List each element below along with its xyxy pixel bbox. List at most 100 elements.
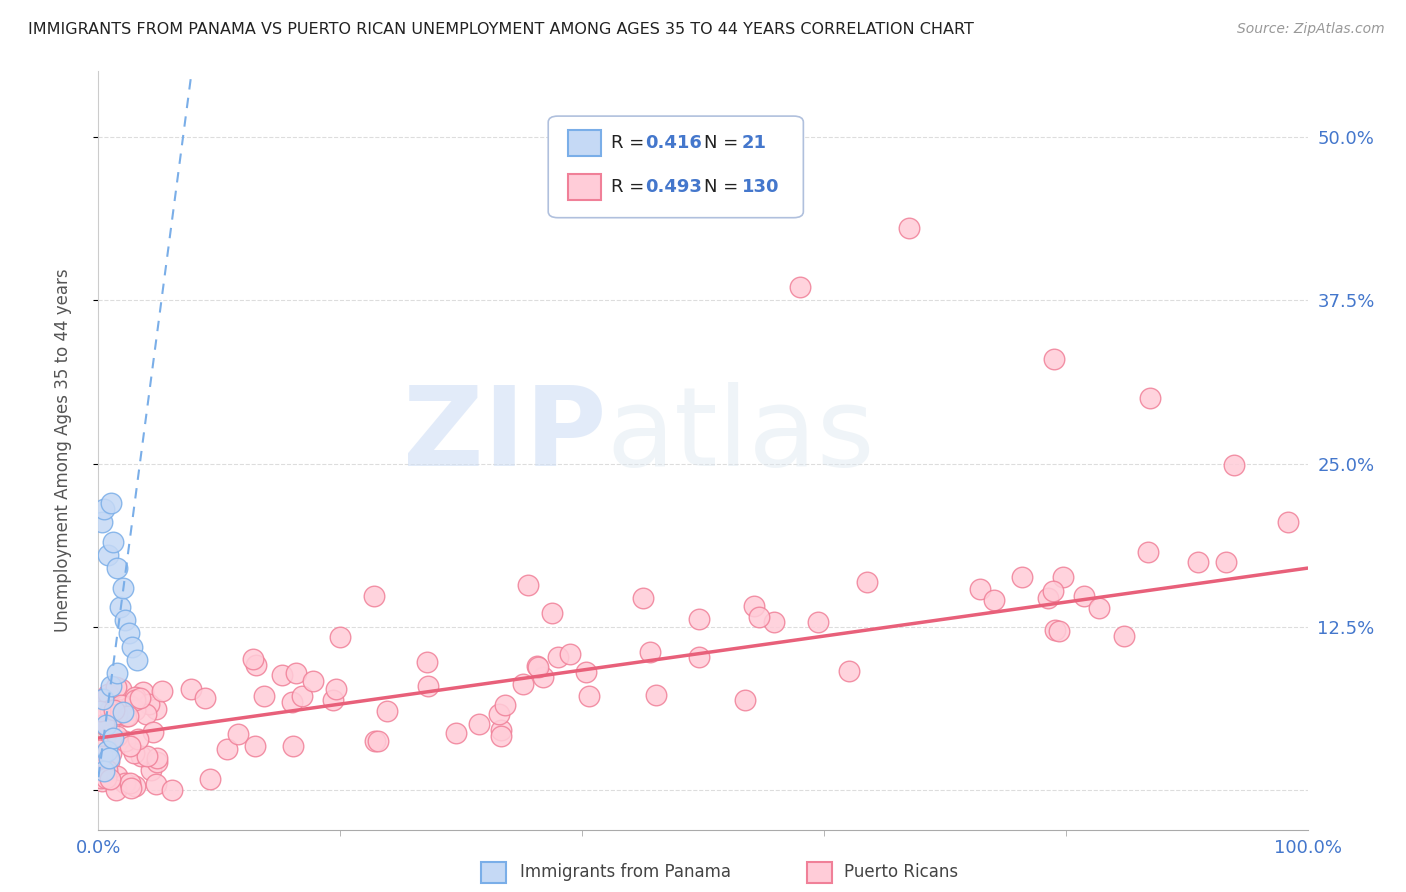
Point xyxy=(1277,515,1299,529)
Point xyxy=(93,716,115,731)
Point xyxy=(489,729,512,743)
Point xyxy=(283,739,305,753)
Text: N =: N = xyxy=(704,178,744,195)
Point xyxy=(100,703,122,717)
Point xyxy=(363,589,385,603)
Text: 21: 21 xyxy=(742,135,766,153)
Point xyxy=(105,561,128,575)
Point xyxy=(1042,583,1064,598)
Point xyxy=(89,742,111,756)
Point xyxy=(124,702,146,716)
Point xyxy=(198,772,221,786)
Point xyxy=(1052,570,1074,584)
Text: R =: R = xyxy=(612,178,650,195)
Text: IMMIGRANTS FROM PANAMA VS PUERTO RICAN UNEMPLOYMENT AMONG AGES 35 TO 44 YEARS CO: IMMIGRANTS FROM PANAMA VS PUERTO RICAN U… xyxy=(28,22,974,37)
Text: 0.416: 0.416 xyxy=(645,135,702,153)
Point xyxy=(467,717,489,731)
Point xyxy=(101,535,124,549)
Point xyxy=(127,731,149,746)
Point xyxy=(1223,458,1246,473)
Point xyxy=(146,751,169,765)
Point xyxy=(91,691,114,706)
Point xyxy=(541,606,564,620)
Point xyxy=(98,726,121,740)
Y-axis label: Unemployment Among Ages 35 to 44 years: Unemployment Among Ages 35 to 44 years xyxy=(53,268,72,632)
Point xyxy=(114,775,136,789)
Point xyxy=(115,709,138,723)
Point xyxy=(1073,589,1095,603)
Text: ZIP: ZIP xyxy=(404,382,606,489)
Point xyxy=(96,744,118,758)
Point xyxy=(118,775,141,789)
Point xyxy=(90,774,112,789)
Point xyxy=(194,690,217,705)
Text: atlas: atlas xyxy=(606,382,875,489)
Point xyxy=(1036,591,1059,605)
Point xyxy=(531,670,554,684)
FancyBboxPatch shape xyxy=(568,130,602,156)
FancyBboxPatch shape xyxy=(548,116,803,218)
Point xyxy=(111,581,134,595)
Point xyxy=(897,221,920,235)
Point xyxy=(284,666,307,681)
Point xyxy=(108,600,131,615)
Point xyxy=(375,704,398,718)
Point xyxy=(139,763,162,777)
Point xyxy=(1087,601,1109,615)
Point xyxy=(688,612,710,626)
Point xyxy=(127,652,149,666)
Point xyxy=(446,726,468,740)
Point xyxy=(688,650,710,665)
Point xyxy=(488,707,510,722)
Point xyxy=(245,739,267,753)
Point xyxy=(367,733,389,747)
Point xyxy=(578,690,600,704)
Point xyxy=(105,769,128,783)
Point xyxy=(325,682,347,697)
Point xyxy=(124,693,146,707)
Point xyxy=(100,746,122,760)
Point xyxy=(150,683,173,698)
Point xyxy=(560,647,582,661)
Point xyxy=(146,755,169,769)
Point xyxy=(103,703,125,717)
Point xyxy=(1047,624,1070,639)
Point xyxy=(245,657,267,672)
Point xyxy=(527,660,550,674)
Point xyxy=(131,685,153,699)
Point xyxy=(98,754,121,768)
Point xyxy=(1043,624,1066,638)
Point xyxy=(120,699,142,714)
Point xyxy=(118,739,141,753)
Point xyxy=(329,630,352,644)
Point xyxy=(734,693,756,707)
Point xyxy=(105,706,128,721)
Point xyxy=(98,772,121,786)
Point xyxy=(1187,555,1209,569)
Point xyxy=(301,673,323,688)
Point xyxy=(93,502,115,516)
Point xyxy=(644,688,666,702)
Point xyxy=(91,516,114,530)
Text: N =: N = xyxy=(704,135,744,153)
Point xyxy=(114,614,136,628)
Point xyxy=(416,656,439,670)
Point xyxy=(105,665,128,680)
Point xyxy=(1042,351,1064,366)
Text: Immigrants from Panama: Immigrants from Panama xyxy=(520,863,731,881)
Text: Puerto Ricans: Puerto Ricans xyxy=(844,863,957,881)
Point xyxy=(121,780,143,795)
Point xyxy=(418,679,440,693)
Text: 0.493: 0.493 xyxy=(645,178,702,195)
Point xyxy=(97,548,120,562)
Point xyxy=(983,592,1005,607)
Point xyxy=(90,771,112,785)
Point xyxy=(226,727,249,741)
Point xyxy=(512,677,534,691)
Point xyxy=(114,734,136,748)
Point xyxy=(98,750,121,764)
Point xyxy=(489,723,512,737)
Point xyxy=(1139,391,1161,405)
Point xyxy=(742,599,765,613)
Point xyxy=(547,649,569,664)
